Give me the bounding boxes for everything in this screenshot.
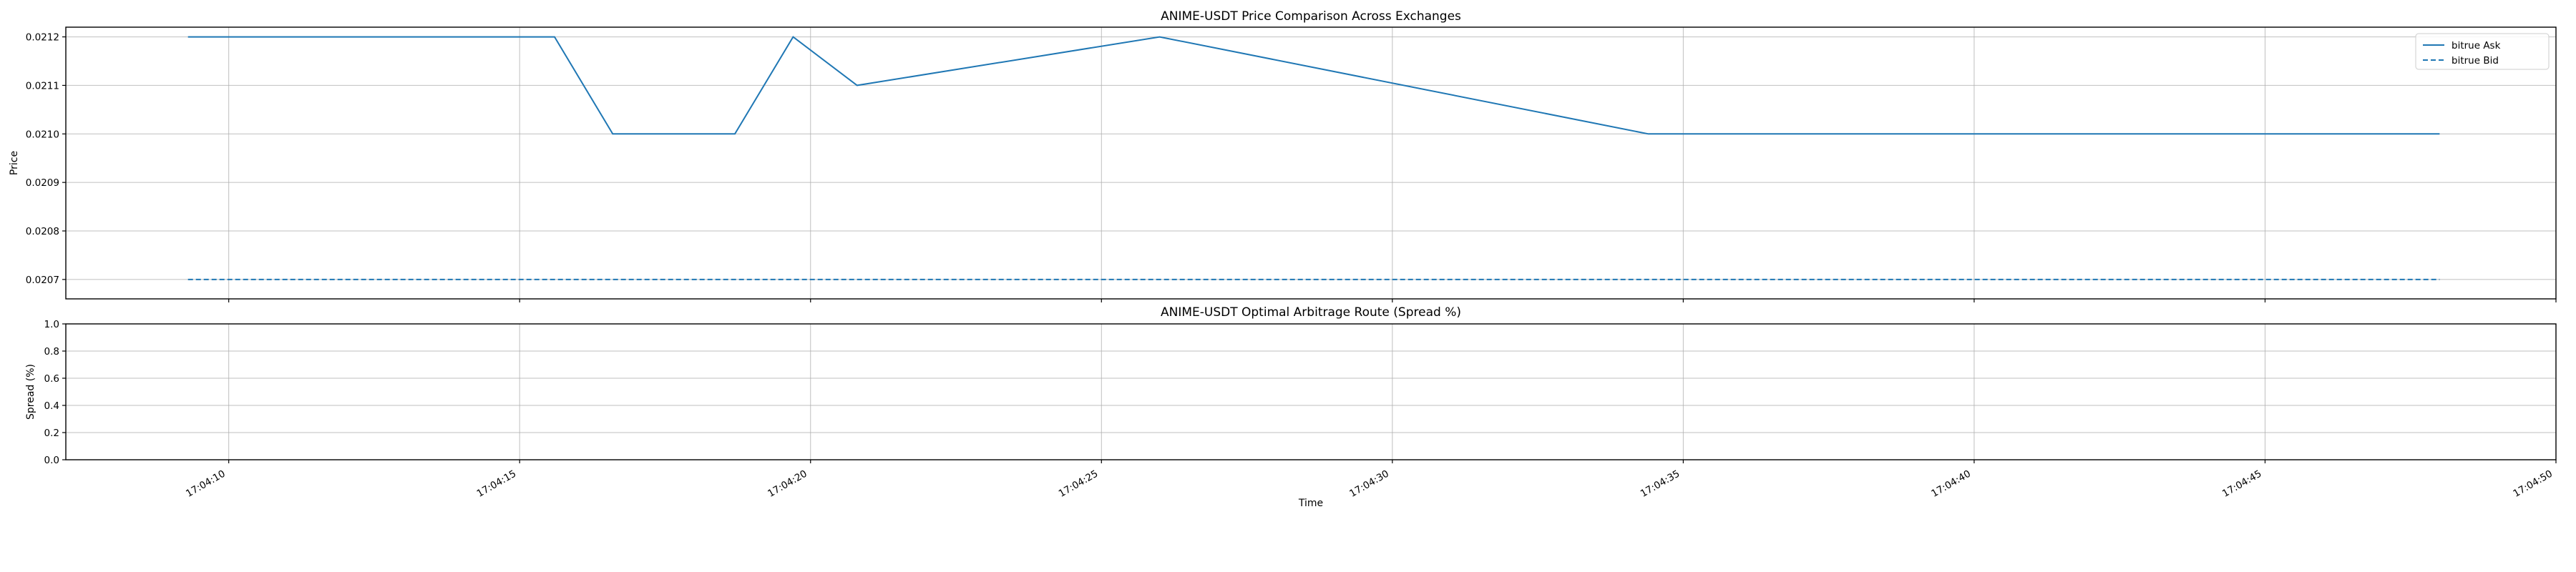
x-tick-label: 17:04:15 xyxy=(475,468,519,500)
x-axis-label: Time xyxy=(1298,498,1323,509)
x-tick-label: 17:04:50 xyxy=(2511,468,2555,500)
price-chart-y-tick-label: 0.0210 xyxy=(26,129,59,140)
spread-chart-y-tick-label: 0.2 xyxy=(44,428,59,439)
spread-chart-y-tick-label: 0.0 xyxy=(44,455,59,466)
spread-chart-y-axis-label: Spread (%) xyxy=(25,364,36,420)
spread-chart-y-ticks: 0.0 0.2 0.4 0.6 0.8 1.0 xyxy=(44,319,66,466)
price-chart-y-tick-label: 0.0211 xyxy=(26,80,59,92)
legend-entry-label: bitrue Bid xyxy=(2451,55,2499,66)
legend-box xyxy=(2415,33,2550,70)
spread-chart-x-ticks: 17:04:10 17:04:15 17:04:20 17:04:25 17:04:30… xyxy=(184,460,2557,500)
price-chart-title: ANIME-USDT Price Comparison Across Excha… xyxy=(1161,9,1461,24)
price-chart-legend: bitrue Ask bitrue Bid xyxy=(2415,33,2550,70)
spread-chart-y-tick-label: 1.0 xyxy=(44,319,59,330)
price-chart-series xyxy=(187,36,2440,280)
price-chart-y-tick-label: 0.0212 xyxy=(26,32,59,44)
x-tick-label: 17:04:35 xyxy=(1639,468,1682,500)
price-chart-y-ticks: 0.0207 0.0208 0.0209 0.0210 0.0211 0.0212 xyxy=(26,32,66,286)
price-chart-y-tick-label: 0.0208 xyxy=(26,226,59,237)
spread-chart-frame xyxy=(65,323,2557,460)
price-chart-y-tick-label: 0.0209 xyxy=(26,177,59,189)
x-tick-label: 17:04:10 xyxy=(184,468,228,500)
series-line-bitrue-ask xyxy=(187,36,2440,135)
price-chart-y-tick-label: 0.0207 xyxy=(26,275,59,286)
spread-chart-y-tick-label: 0.4 xyxy=(44,400,59,412)
x-tick-label: 17:04:30 xyxy=(1347,468,1391,500)
x-tick-label: 17:04:45 xyxy=(2220,468,2264,500)
x-tick-label: 17:04:40 xyxy=(1929,468,1973,500)
spread-chart-grid xyxy=(66,323,2557,460)
x-tick-label: 17:04:25 xyxy=(1057,468,1101,500)
spread-chart-title: ANIME-USDT Optimal Arbitrage Route (Spre… xyxy=(1161,305,1461,320)
legend-entry-label: bitrue Ask xyxy=(2451,40,2501,51)
price-chart-y-axis-label: Price xyxy=(9,151,20,175)
price-chart-frame xyxy=(65,26,2557,300)
price-chart: ANIME-USDT Price Comparison Across Excha… xyxy=(9,9,2557,302)
x-tick-label: 17:04:20 xyxy=(766,468,809,500)
price-chart-x-tickmarks xyxy=(228,299,2557,302)
spread-chart: ANIME-USDT Optimal Arbitrage Route (Spre… xyxy=(25,305,2557,509)
price-chart-grid xyxy=(66,27,2557,299)
spread-chart-y-tick-label: 0.8 xyxy=(44,346,59,358)
spread-chart-y-tick-label: 0.6 xyxy=(44,373,59,385)
